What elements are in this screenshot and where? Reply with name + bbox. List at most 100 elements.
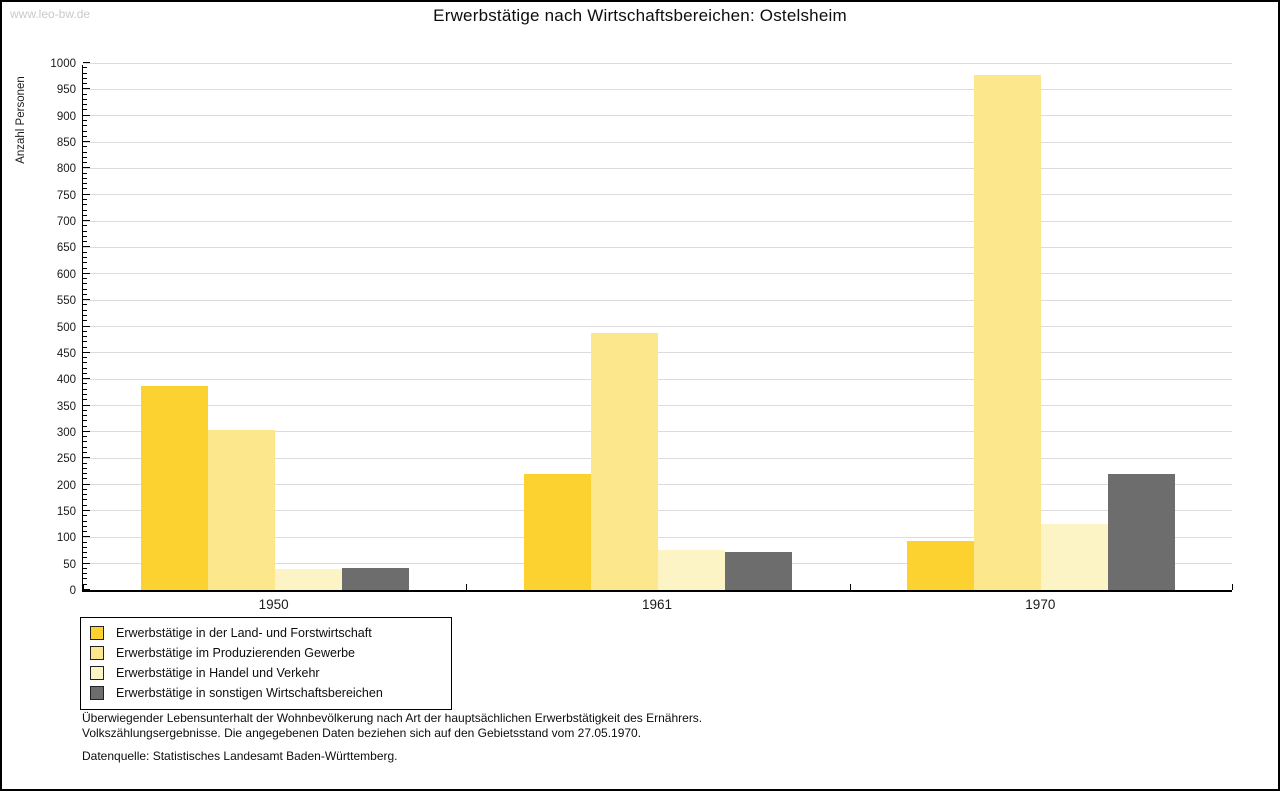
y-minor-tick [83, 162, 87, 164]
legend-item: Erwerbstätige im Produzierenden Gewerbe [90, 643, 442, 663]
y-minor-tick [83, 372, 87, 374]
y-tick-label: 850 [56, 137, 76, 150]
y-minor-tick [83, 309, 87, 311]
y-tick-label: 600 [56, 268, 76, 281]
legend-item: Erwerbstätige in sonstigen Wirtschaftsbe… [90, 683, 442, 703]
y-minor-tick [83, 214, 87, 216]
y-minor-tick [83, 262, 87, 264]
y-minor-tick [83, 199, 87, 201]
y-tick-label: 50 [63, 558, 76, 571]
bar-1970-s4 [1108, 474, 1176, 590]
y-minor-tick [83, 399, 87, 401]
legend-item: Erwerbstätige in der Land- und Forstwirt… [90, 623, 442, 643]
y-major-tick [83, 404, 90, 406]
y-minor-tick [83, 293, 87, 295]
y-minor-tick [83, 451, 87, 453]
y-major-tick [83, 299, 90, 301]
gridline [83, 220, 1232, 222]
y-major-tick [83, 351, 90, 353]
gridline [83, 115, 1232, 117]
y-minor-tick [83, 583, 87, 585]
bar-1961-s1 [524, 474, 591, 590]
footnote-text: Überwiegender Lebensunterhalt der Wohnbe… [82, 711, 702, 741]
y-minor-tick [83, 104, 87, 106]
source-text: Datenquelle: Statistisches Landesamt Bad… [82, 749, 398, 763]
y-minor-tick [83, 77, 87, 79]
gridline [83, 299, 1232, 301]
y-minor-tick [83, 172, 87, 174]
bar-1950-s4 [341, 568, 409, 590]
y-minor-tick [83, 183, 87, 185]
watermark: www.leo-bw.de [10, 7, 91, 21]
y-major-tick [83, 220, 90, 222]
y-minor-tick [83, 135, 87, 137]
y-minor-tick [83, 235, 87, 237]
bar-1950-s2 [207, 430, 275, 590]
y-minor-tick [83, 251, 87, 253]
y-minor-tick [83, 314, 87, 316]
bar-1950-s3 [274, 569, 342, 590]
y-minor-tick [83, 257, 87, 258]
y-minor-tick [83, 177, 87, 179]
y-major-tick [83, 272, 90, 274]
y-tick-label: 400 [56, 374, 76, 387]
y-minor-tick [83, 119, 87, 121]
y-minor-tick [83, 436, 87, 438]
y-minor-tick [83, 151, 87, 153]
y-minor-tick [83, 394, 87, 396]
y-minor-tick [83, 209, 87, 211]
y-tick-label: 500 [56, 321, 76, 334]
y-minor-tick [83, 367, 87, 369]
y-minor-tick [83, 467, 87, 469]
y-minor-tick [83, 420, 87, 422]
y-minor-tick [83, 288, 87, 290]
y-tick-label: 700 [56, 216, 76, 229]
y-minor-tick [83, 156, 87, 158]
y-minor-tick [83, 504, 87, 506]
y-major-tick [83, 167, 90, 169]
legend-label: Erwerbstätige in Handel und Verkehr [116, 666, 320, 680]
gridline [83, 62, 1232, 64]
y-minor-tick [83, 446, 87, 448]
y-tick-label: 950 [56, 84, 76, 97]
y-minor-tick [83, 409, 87, 411]
y-minor-tick [83, 346, 87, 348]
y-tick-label: 300 [56, 426, 76, 439]
gridline [83, 273, 1232, 275]
bar-1970-s3 [1041, 524, 1109, 590]
y-tick-label: 1000 [50, 58, 76, 70]
legend-swatch-s4 [90, 686, 104, 700]
y-tick-label: 650 [56, 242, 76, 255]
y-minor-tick [83, 499, 87, 501]
y-minor-tick [83, 494, 87, 496]
y-major-tick [83, 430, 90, 432]
y-minor-tick [83, 98, 87, 100]
y-minor-tick [83, 83, 87, 85]
y-minor-tick [83, 241, 87, 243]
y-major-tick [83, 62, 90, 63]
y-major-tick [83, 325, 90, 327]
y-minor-tick [83, 72, 87, 74]
y-tick-label: 450 [56, 347, 76, 360]
y-major-tick [83, 509, 90, 511]
y-major-tick [83, 483, 90, 485]
legend-swatch-s2 [90, 646, 104, 660]
y-major-tick [83, 141, 90, 143]
gridline [83, 246, 1232, 248]
y-minor-tick [83, 520, 87, 522]
y-minor-tick [83, 230, 87, 232]
x-boundary-tick [83, 584, 84, 590]
y-major-tick [83, 88, 90, 90]
y-tick-label: 150 [56, 505, 76, 518]
y-minor-tick [83, 462, 87, 464]
y-tick-label: 900 [56, 110, 76, 123]
y-major-tick [83, 378, 90, 380]
y-minor-tick [83, 478, 87, 480]
y-minor-tick [83, 531, 87, 533]
legend-label: Erwerbstätige in sonstigen Wirtschaftsbe… [116, 686, 383, 700]
y-minor-tick [83, 441, 87, 443]
gridline [83, 141, 1232, 143]
x-category-label: 1970 [1025, 597, 1056, 612]
legend-label: Erwerbstätige im Produzierenden Gewerbe [116, 646, 356, 660]
